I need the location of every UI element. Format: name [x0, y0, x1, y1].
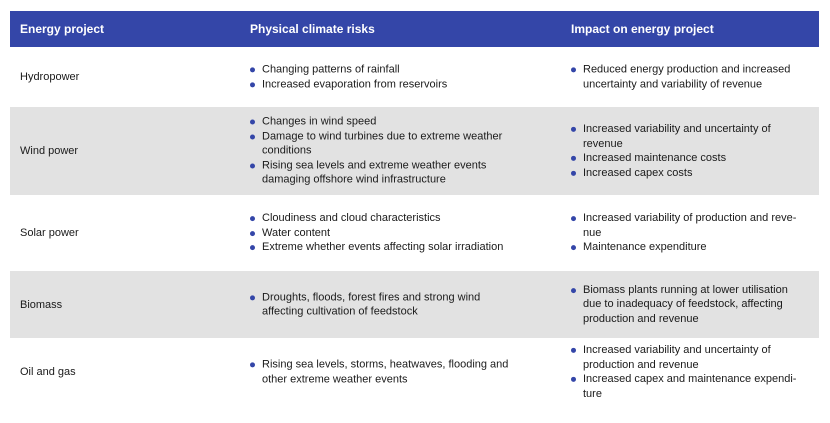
impact-item-text: Reduced energy production and increased …	[583, 63, 791, 90]
energy-project-cell: Wind power	[20, 145, 79, 157]
risk-item-text: Cloudiness and cloud characteristics	[262, 212, 441, 225]
table-row: Oil and gas Rising sea levels, storms, he…	[10, 338, 819, 406]
table-body: Hydropower Changing patterns of rainfall I…	[10, 47, 819, 406]
risk-item: Damage to wind turbines due to extreme w…	[250, 129, 510, 158]
impact-item: Increased variability and uncertainty of…	[571, 122, 807, 151]
bullet-icon	[250, 294, 255, 300]
impact-item-text: Increased capex and maintenance expendi-…	[583, 373, 797, 400]
impact-item: Maintenance expenditure	[571, 240, 807, 255]
bullet-icon	[250, 134, 255, 140]
risk-list: Droughts, floods, forest fires and stron…	[250, 290, 510, 319]
bullet-icon	[250, 362, 255, 368]
header-physical-climate-risks: Physical climate risks	[250, 22, 375, 36]
risk-item: Droughts, floods, forest fires and stron…	[250, 290, 510, 319]
impact-item: Increased variability of production and …	[571, 211, 807, 240]
impact-item: Increased variability and uncertainty of…	[571, 343, 807, 372]
bullet-icon	[571, 377, 576, 382]
impact-item-text: Increased variability and uncertainty of…	[583, 343, 771, 371]
impact-item-text: Increased variability and uncertainty of…	[583, 122, 771, 150]
energy-project-cell: Oil and gas	[20, 366, 76, 378]
risk-item: Extreme whether events affecting solar i…	[250, 240, 510, 255]
bullet-icon	[571, 347, 576, 353]
header-impact: Impact on energy project	[571, 22, 714, 36]
risk-list: Changes in wind speed Damage to wind turb…	[250, 115, 510, 188]
energy-project-cell: Solar power	[20, 227, 79, 239]
bullet-icon	[250, 67, 255, 73]
bullet-icon	[571, 170, 576, 176]
risk-item-text: Water content	[262, 226, 331, 239]
bullet-icon	[571, 126, 576, 132]
header-energy-project: Energy project	[20, 22, 105, 36]
impact-item: Biomass plants running at lower utilisat…	[571, 283, 807, 327]
impact-list: Biomass plants running at lower utilisat…	[571, 283, 807, 327]
risk-item-text: Extreme whether events affecting solar i…	[262, 241, 504, 254]
risk-item: Water content	[250, 226, 510, 241]
bullet-icon	[571, 67, 576, 73]
bullet-icon	[250, 216, 255, 222]
impact-item-text: Biomass plants running at lower utilisat…	[583, 283, 788, 325]
bullet-icon	[571, 156, 576, 161]
risk-item-text: Rising sea levels, storms, heatwaves, fl…	[262, 358, 509, 385]
impact-item-text: Increased capex costs	[583, 166, 693, 179]
bullet-icon	[250, 119, 255, 125]
energy-project-cell: Hydropower	[20, 71, 80, 83]
table-row: Solar power Cloudiness and cloud characte…	[10, 195, 819, 271]
table-header: Energy project Physical climate risks Im…	[10, 11, 819, 47]
bullet-icon	[250, 82, 255, 87]
risk-item-text: Droughts, floods, forest fires and stron…	[262, 290, 481, 318]
impact-list: Increased variability and uncertainty of…	[571, 343, 807, 401]
bullet-icon	[250, 230, 255, 236]
table-row: Wind power Changes in wind speed Damage to…	[10, 107, 819, 195]
bullet-icon	[571, 287, 576, 293]
risk-item: Increased evaporation from reservoirs	[250, 77, 510, 92]
table-row: Biomass Droughts, floods, forest fires an…	[10, 271, 819, 338]
bullet-icon	[571, 216, 576, 222]
impact-list: Reduced energy production and increased …	[571, 62, 807, 91]
energy-project-cell: Biomass	[20, 298, 63, 311]
risk-item-text: Increased evaporation from reservoirs	[262, 78, 448, 90]
table-row: Hydropower Changing patterns of rainfall I…	[10, 47, 819, 107]
impact-item: Increased capex and maintenance expendi-…	[571, 372, 807, 401]
risk-item: Changing patterns of rainfall	[250, 62, 510, 77]
risk-item-text: Damage to wind turbines due to extreme w…	[262, 130, 503, 157]
risk-item: Cloudiness and cloud characteristics	[250, 211, 510, 226]
risk-item: Changes in wind speed	[250, 115, 510, 130]
risk-list: Cloudiness and cloud characteristics Wate…	[250, 211, 510, 255]
risk-list: Rising sea levels, storms, heatwaves, fl…	[250, 357, 510, 386]
impact-item-text: Increased maintenance costs	[583, 152, 727, 164]
impact-item: Increased capex costs	[571, 166, 807, 181]
risk-item-text: Changing patterns of rainfall	[262, 63, 400, 76]
risk-item: Rising sea levels and extreme weather ev…	[250, 158, 510, 187]
climate-risk-table: Energy project Physical climate risks Im…	[10, 11, 819, 406]
impact-list: Increased variability and uncertainty of…	[571, 122, 807, 180]
bullet-icon	[250, 163, 255, 169]
risk-list: Changing patterns of rainfall Increased e…	[250, 62, 510, 91]
impact-item-text: Maintenance expenditure	[583, 241, 707, 254]
risk-item-text: Rising sea levels and extreme weather ev…	[262, 159, 487, 186]
bullet-icon	[571, 245, 576, 251]
impact-item: Increased maintenance costs	[571, 151, 807, 166]
bullet-icon	[250, 245, 255, 251]
risk-item: Rising sea levels, storms, heatwaves, fl…	[250, 357, 510, 386]
impact-item-text: Increased variability of production and …	[583, 212, 797, 239]
impact-item: Reduced energy production and increased …	[571, 62, 807, 91]
impact-list: Increased variability of production and …	[571, 211, 807, 255]
risk-item-text: Changes in wind speed	[262, 115, 377, 128]
